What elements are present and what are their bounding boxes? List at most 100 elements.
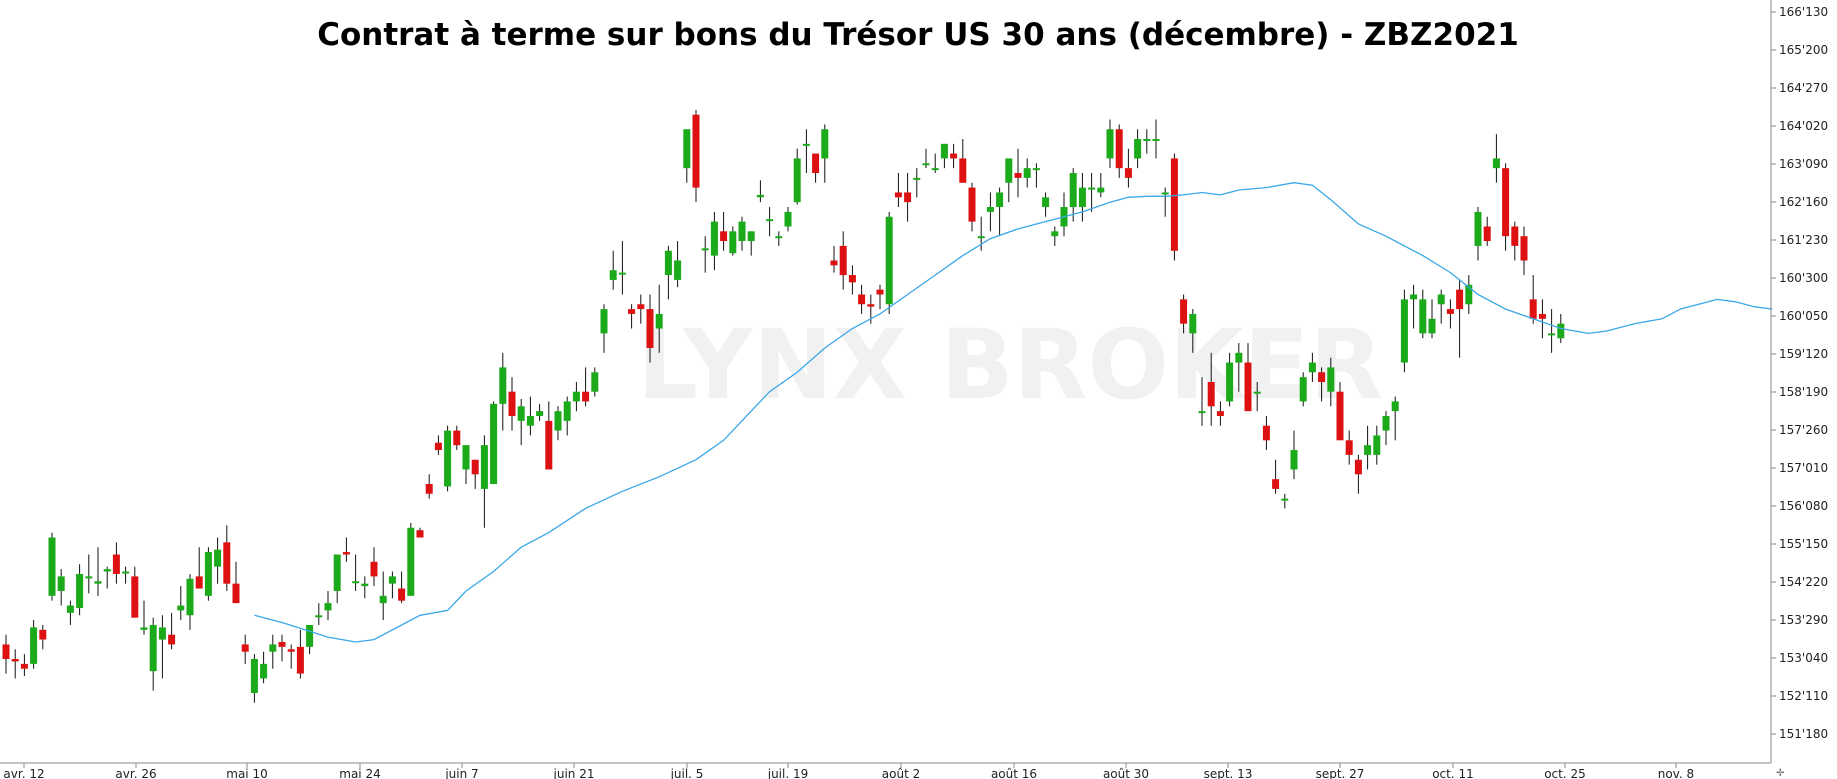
candle — [904, 173, 912, 222]
candle — [1106, 119, 1114, 169]
candle — [1170, 153, 1178, 261]
x-tick-label: oct. 25 — [1544, 767, 1586, 779]
candle-body — [425, 484, 433, 494]
y-tick-label: 154'220 — [1779, 575, 1828, 589]
candle — [260, 651, 268, 684]
candle — [839, 231, 847, 290]
candle — [1456, 279, 1464, 358]
candle-body — [214, 549, 222, 567]
candle — [269, 634, 277, 669]
candle — [526, 396, 534, 436]
candle-body — [1520, 236, 1528, 261]
candle — [1124, 148, 1132, 188]
candle-body — [1318, 372, 1326, 382]
candle-body — [710, 221, 718, 256]
candle — [1253, 381, 1261, 412]
candle-body — [802, 143, 810, 146]
candle-body — [158, 627, 166, 640]
candle — [959, 138, 967, 183]
corner-marker-icon: ✛ — [1776, 768, 1785, 779]
candle-body — [1299, 377, 1307, 402]
x-tick-label: mai 10 — [226, 767, 267, 779]
candle — [1060, 192, 1068, 237]
candle — [885, 211, 893, 314]
candle — [876, 284, 884, 310]
y-tick-label: 160'300 — [1779, 271, 1828, 285]
candle — [287, 644, 295, 669]
candle-body — [1465, 284, 1473, 305]
candle — [1548, 309, 1556, 353]
y-tick-label: 161'230 — [1779, 233, 1828, 247]
candle — [186, 573, 194, 630]
candle-body — [986, 207, 994, 212]
y-tick-label: 162'160 — [1779, 195, 1828, 209]
candle — [784, 207, 792, 232]
candle — [241, 634, 249, 664]
candle-body — [250, 658, 258, 694]
candle — [434, 435, 442, 455]
candle — [324, 590, 332, 621]
watermark: LYNX BROKER — [637, 309, 1383, 421]
y-tick-label: 160'050 — [1779, 309, 1828, 323]
candle-body — [306, 624, 314, 647]
candle-body — [269, 644, 277, 652]
candle-body — [977, 236, 985, 239]
y-tick-label: 157'010 — [1779, 461, 1828, 475]
candle — [931, 153, 939, 174]
candle-body — [683, 129, 691, 169]
candle-body — [204, 552, 212, 596]
candle — [333, 554, 341, 604]
candle-body — [1345, 440, 1353, 455]
candle — [398, 571, 406, 604]
candle-body — [480, 445, 488, 489]
candle — [720, 211, 728, 251]
candle-body — [876, 289, 884, 295]
candle-body — [287, 649, 295, 652]
candle — [1474, 207, 1482, 261]
candle-body — [1529, 299, 1537, 319]
candle — [140, 600, 148, 635]
candle-body — [1308, 362, 1316, 373]
y-tick-label: 155'150 — [1779, 537, 1828, 551]
candle — [1216, 401, 1224, 426]
candle — [775, 231, 783, 246]
y-tick-label: 159'120 — [1779, 347, 1828, 361]
candle — [683, 129, 691, 183]
candle-body — [149, 624, 157, 672]
candle — [1511, 221, 1519, 261]
candle-body — [1272, 479, 1280, 489]
candle — [701, 236, 709, 273]
x-axis: avr. 12 avr. 26 mai 10 mai 24 juin 7 juin 21 j… — [3, 763, 1694, 779]
candle — [572, 381, 580, 412]
candle-body — [609, 270, 617, 280]
y-tick-label: 164'020 — [1779, 119, 1828, 133]
candle — [370, 547, 378, 587]
candle-body — [1143, 138, 1151, 141]
candle — [149, 617, 157, 691]
candle — [1428, 299, 1436, 339]
candle — [20, 654, 28, 677]
candle — [48, 532, 56, 601]
candle-body — [1492, 158, 1500, 169]
candle — [112, 542, 120, 584]
candle-body — [85, 576, 93, 579]
candle-body — [720, 231, 728, 242]
candle-body — [1078, 187, 1086, 208]
candle-body — [1474, 211, 1482, 246]
candle — [1446, 299, 1454, 329]
x-tick-label: oct. 11 — [1432, 767, 1474, 779]
x-tick-label: avr. 26 — [115, 767, 156, 779]
candle-body — [766, 219, 774, 222]
candle — [1492, 134, 1500, 183]
y-tick-label: 153'290 — [1779, 613, 1828, 627]
candle-body — [628, 309, 636, 314]
candle — [692, 109, 700, 203]
candle — [1088, 173, 1096, 212]
candle — [1538, 299, 1546, 339]
x-tick-label: mai 24 — [339, 767, 380, 779]
candle — [600, 304, 608, 353]
candle — [499, 352, 507, 431]
candle — [453, 425, 461, 451]
y-tick-label: 156'080 — [1779, 499, 1828, 513]
candle — [1189, 309, 1197, 353]
